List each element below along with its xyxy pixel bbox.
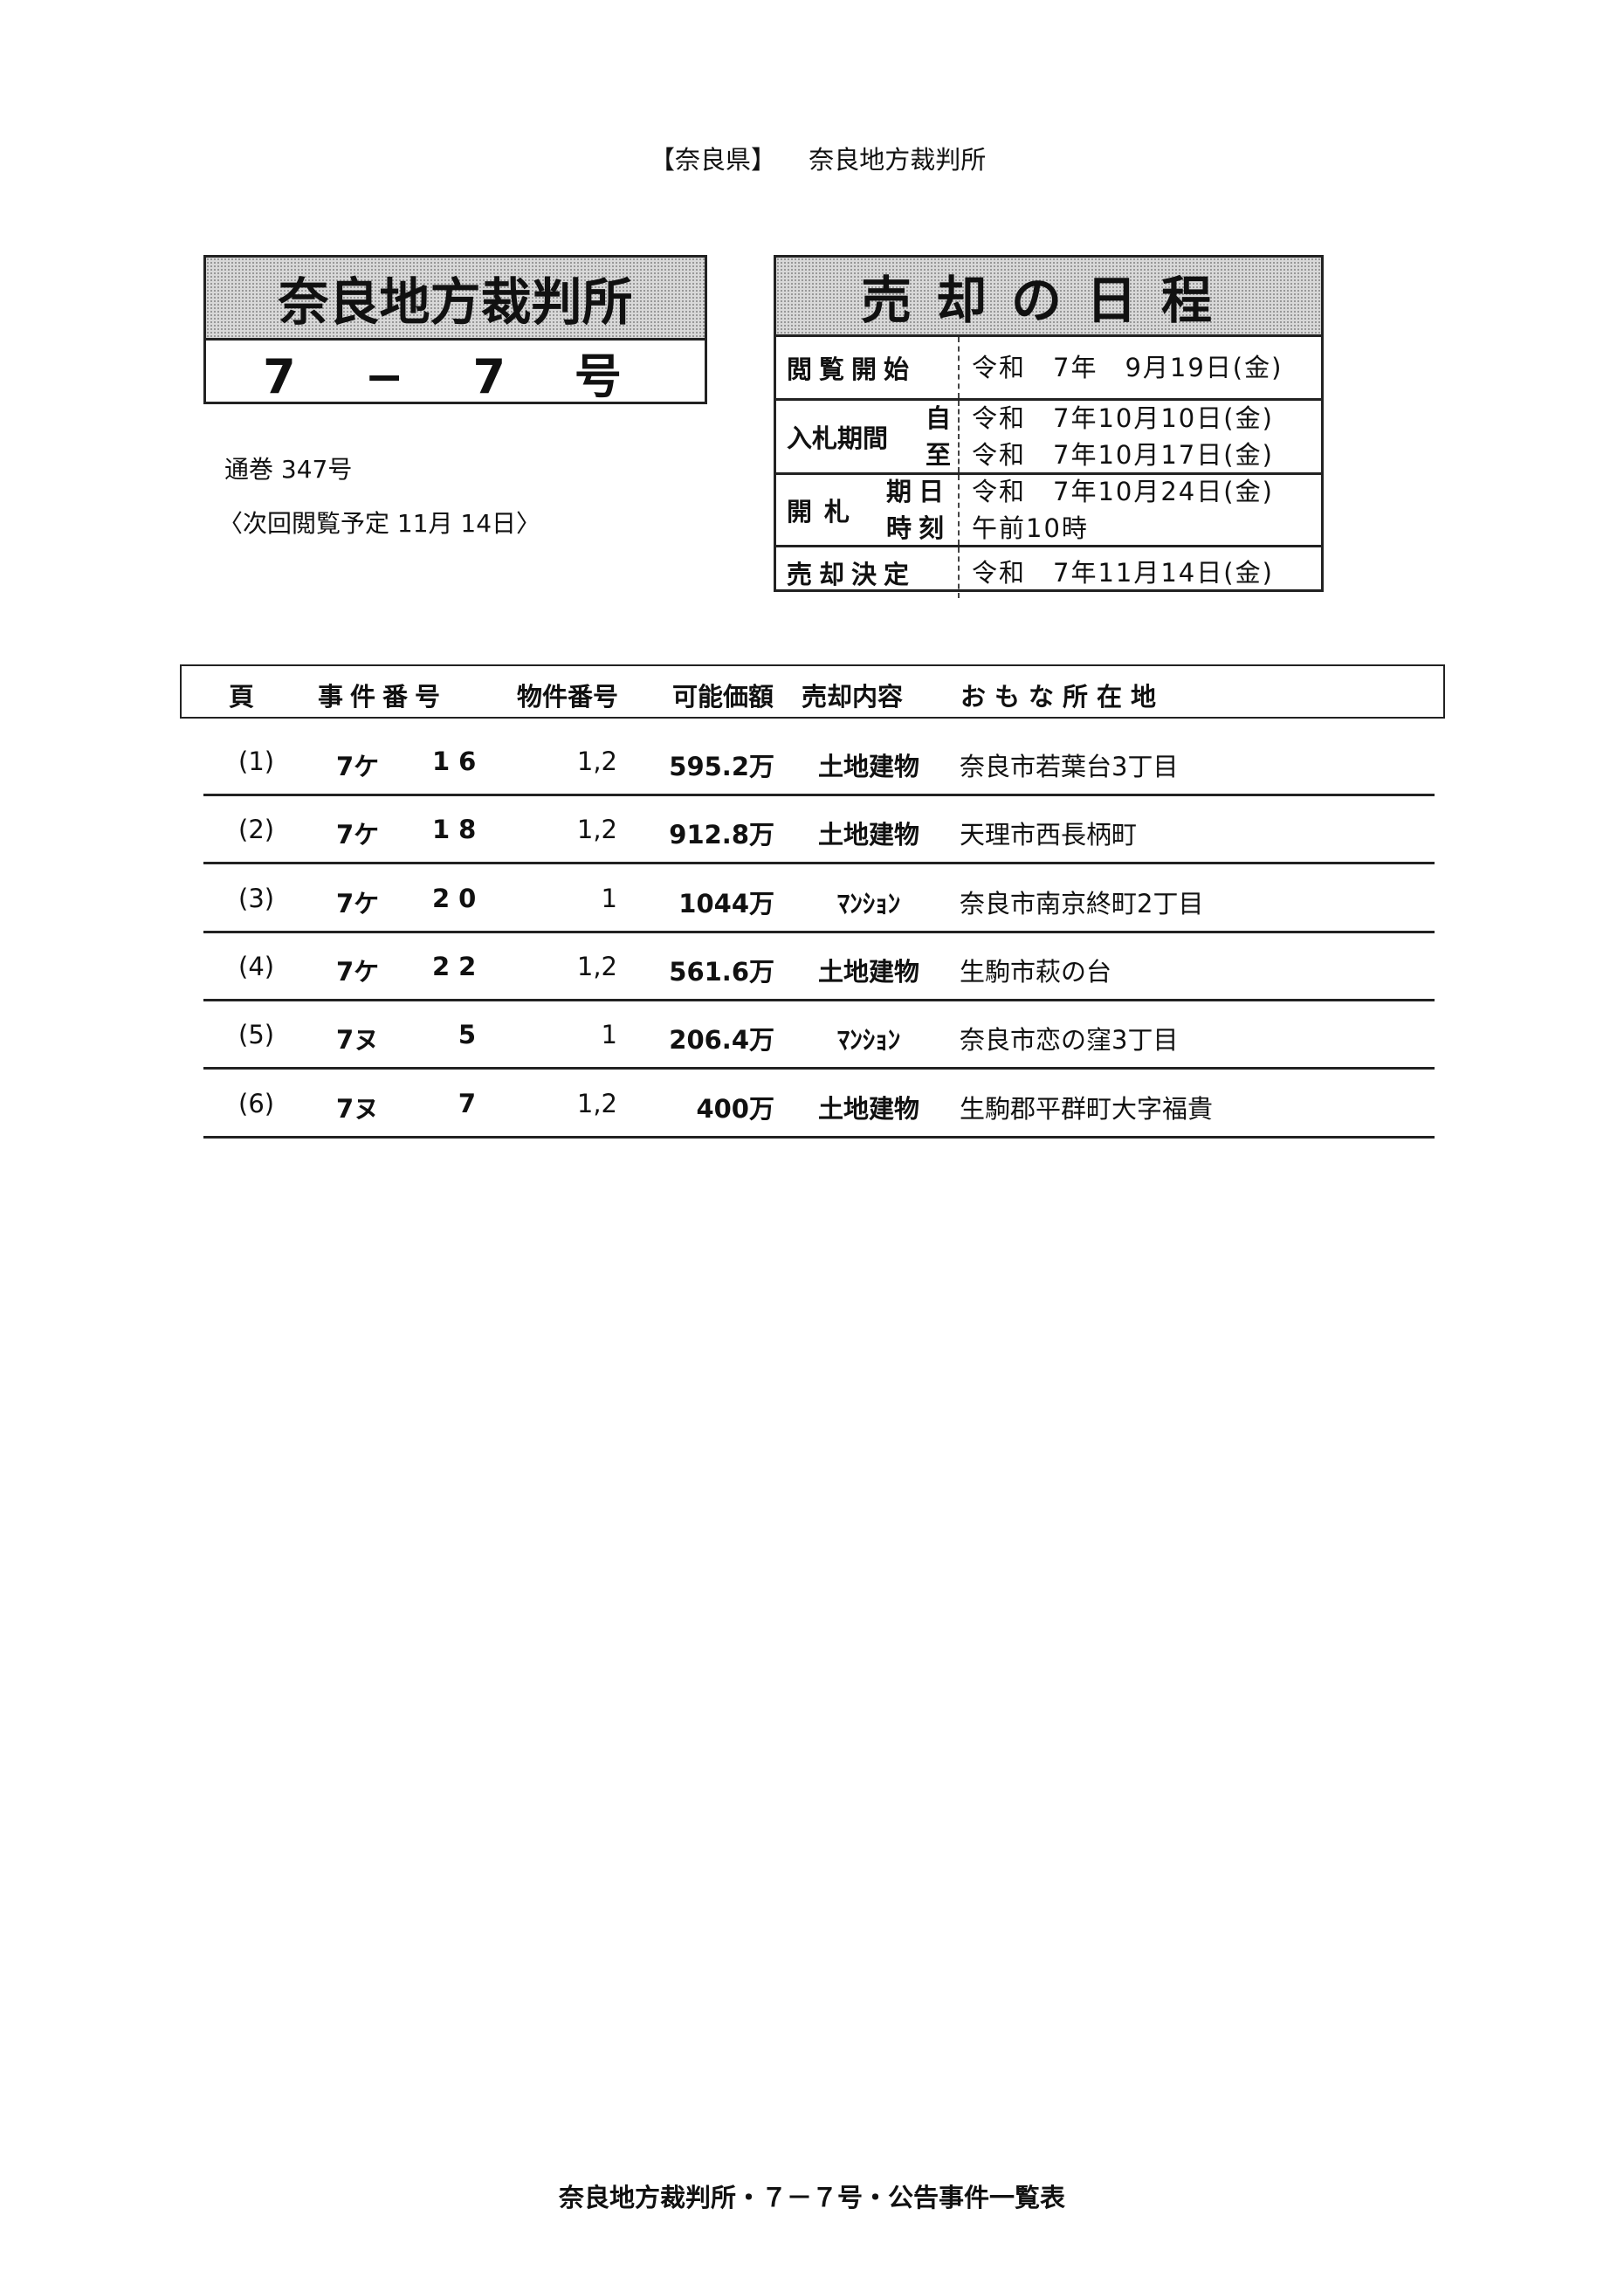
header-location: おもな所在地	[960, 682, 1166, 712]
table-row: (4) 7ケ 22 1,2 561.6万 土地建物 生駒市萩の台	[203, 931, 1435, 1001]
cell-price: 595.2万	[669, 752, 774, 781]
cell-item-number: 1,2	[576, 1089, 617, 1118]
cell-item-number: 1	[601, 1020, 617, 1049]
cell-page: (1)	[238, 746, 275, 776]
cell-price: 400万	[696, 1094, 774, 1124]
viewing-start-label: 閲覧開始	[776, 337, 960, 398]
cell-page: (6)	[238, 1089, 275, 1118]
table-row: (3) 7ケ 20 1 1044万 ﾏﾝｼｮﾝ 奈良市南京終町2丁目	[203, 863, 1435, 933]
cell-case-prefix: 7ケ	[336, 957, 380, 987]
cell-price: 1044万	[678, 889, 774, 918]
table-row: (2) 7ケ 18 1,2 912.8万 土地建物 天理市西長柄町	[203, 794, 1435, 864]
bid-period-label: 入札期間	[787, 423, 889, 453]
next-viewing-date: 〈次回閲覧予定 11月 14日〉	[218, 509, 541, 538]
cell-case-prefix: 7ヌ	[336, 1094, 380, 1124]
table-header: 頁 事件番号 物件番号 可能価額 売却内容 おもな所在地	[180, 664, 1445, 719]
table-row: (5) 7ヌ 5 1 206.4万 ﾏﾝｼｮﾝ 奈良市恋の窪3丁目	[203, 999, 1435, 1070]
cell-case-number: 5	[458, 1020, 485, 1049]
cell-location: 天理市西長柄町	[960, 820, 1138, 850]
cell-case-prefix: 7ヌ	[336, 1025, 380, 1055]
cell-location: 生駒市萩の台	[960, 957, 1112, 987]
cell-page: (4)	[238, 952, 275, 981]
cell-sale-type: 土地建物	[817, 752, 919, 781]
cell-case-number: 20	[432, 884, 485, 913]
cell-sale-type: ﾏﾝｼｮﾝ	[836, 1025, 901, 1055]
cell-sale-type: 土地建物	[817, 820, 919, 850]
opening-time: 午前10時	[972, 513, 1089, 543]
table-row: (1) 7ケ 16 1,2 595.2万 土地建物 奈良市若葉台3丁目	[203, 726, 1435, 796]
cell-page: (2)	[238, 815, 275, 844]
cell-sale-type: 土地建物	[817, 957, 919, 987]
cell-location: 奈良市若葉台3丁目	[960, 752, 1179, 781]
cell-location: 奈良市恋の窪3丁目	[960, 1025, 1179, 1055]
bid-period-from: 令和 7年10月10日(金)	[972, 403, 1274, 433]
cell-price: 561.6万	[669, 957, 774, 987]
issue-number: 7 − 7 号	[263, 349, 648, 404]
cell-item-number: 1,2	[576, 815, 617, 844]
footer-title: 奈良地方裁判所・７－７号・公告事件一覧表	[558, 2183, 1065, 2212]
header-case-number: 事件番号	[318, 682, 448, 712]
decision-label: 売却決定	[776, 547, 960, 598]
cell-case-prefix: 7ケ	[336, 889, 380, 918]
cell-case-number: 7	[458, 1089, 485, 1118]
cell-case-number: 18	[432, 815, 485, 844]
cell-location: 生駒郡平群町大字福貴	[960, 1094, 1214, 1124]
court-label: 奈良地方裁判所	[809, 145, 987, 175]
header-price: 可能価額	[672, 682, 774, 712]
court-box: 奈良地方裁判所 7 − 7 号	[203, 255, 707, 404]
schedule-row-viewing: 閲覧開始 令和 7年 9月19日(金)	[776, 337, 1321, 401]
cell-item-number: 1,2	[576, 746, 617, 776]
header-item-number: 物件番号	[517, 682, 619, 712]
bid-period-to: 令和 7年10月17日(金)	[972, 440, 1274, 470]
cell-case-number: 16	[432, 746, 485, 776]
cell-item-number: 1,2	[576, 952, 617, 981]
cell-case-prefix: 7ケ	[336, 820, 380, 850]
prefecture-label: 【奈良県】	[650, 145, 777, 175]
to-label: 至	[925, 440, 951, 470]
cell-case-prefix: 7ケ	[336, 752, 380, 781]
cell-page: (3)	[238, 884, 275, 913]
sale-schedule: 売却の日程 閲覧開始 令和 7年 9月19日(金) 入札期間 自至 令和 7年1…	[774, 255, 1324, 598]
decision-value: 令和 7年11月14日(金)	[972, 558, 1274, 588]
cell-price: 206.4万	[669, 1025, 774, 1055]
schedule-title: 売却の日程	[776, 258, 1321, 337]
cell-item-number: 1	[601, 884, 617, 913]
viewing-start-value: 令和 7年 9月19日(金)	[972, 353, 1283, 382]
schedule-row-opening: 開札 期日時刻 令和 7年10月24日(金) 午前10時	[776, 475, 1321, 547]
table-row: (6) 7ヌ 7 1,2 400万 土地建物 生駒郡平群町大字福貴	[203, 1068, 1435, 1139]
volume-number: 通巻 347号	[224, 455, 353, 484]
cell-location: 奈良市南京終町2丁目	[960, 889, 1204, 918]
cell-sale-type: 土地建物	[817, 1094, 919, 1124]
header-sale-type: 売却内容	[802, 682, 904, 712]
from-label: 自	[925, 403, 951, 433]
page-header: 【奈良県】 奈良地方裁判所	[650, 140, 986, 176]
date-label: 期日	[885, 477, 951, 506]
court-name: 奈良地方裁判所	[206, 258, 705, 341]
header-page: 頁	[229, 682, 255, 712]
opening-label: 開札	[787, 497, 863, 526]
cell-sale-type: ﾏﾝｼｮﾝ	[836, 889, 901, 918]
opening-date: 令和 7年10月24日(金)	[972, 477, 1274, 506]
cell-price: 912.8万	[669, 820, 774, 850]
schedule-row-bid-period: 入札期間 自至 令和 7年10月10日(金) 令和 7年10月17日(金)	[776, 401, 1321, 475]
cell-case-number: 22	[432, 952, 485, 981]
cell-page: (5)	[238, 1020, 275, 1049]
time-label: 時刻	[885, 513, 951, 543]
schedule-row-decision: 売却決定 令和 7年11月14日(金)	[776, 547, 1321, 598]
